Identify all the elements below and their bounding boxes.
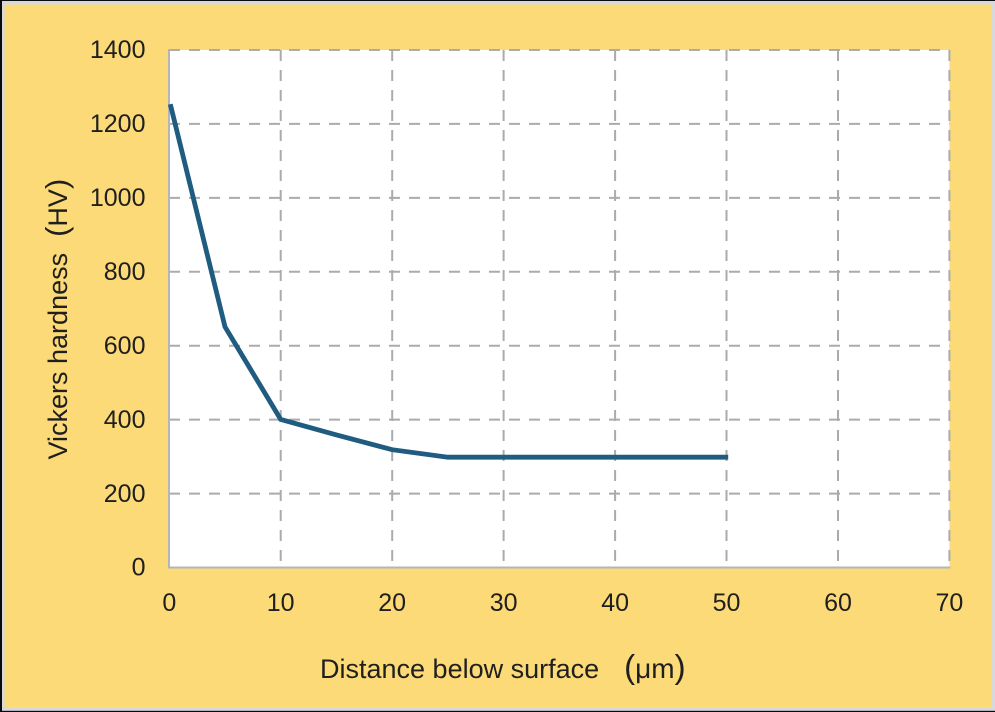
svg-text:Vickers hardness(HV): Vickers hardness(HV) bbox=[39, 179, 74, 460]
svg-text:1200: 1200 bbox=[90, 110, 146, 138]
svg-text:1000: 1000 bbox=[90, 184, 146, 212]
svg-text:60: 60 bbox=[824, 589, 852, 617]
svg-text:40: 40 bbox=[601, 589, 629, 617]
svg-text:10: 10 bbox=[267, 589, 295, 617]
svg-text:0: 0 bbox=[132, 554, 146, 582]
svg-text:600: 600 bbox=[104, 332, 146, 360]
svg-text:50: 50 bbox=[713, 589, 741, 617]
svg-text:30: 30 bbox=[490, 589, 518, 617]
svg-text:70: 70 bbox=[935, 589, 963, 617]
svg-text:800: 800 bbox=[104, 258, 146, 286]
svg-text:400: 400 bbox=[104, 406, 146, 434]
svg-text:200: 200 bbox=[104, 480, 146, 508]
svg-text:Distance below surface(μm): Distance below surface (μm) bbox=[320, 648, 686, 685]
svg-text:1400: 1400 bbox=[90, 36, 146, 64]
svg-text:0: 0 bbox=[162, 589, 176, 617]
svg-text:20: 20 bbox=[378, 589, 406, 617]
